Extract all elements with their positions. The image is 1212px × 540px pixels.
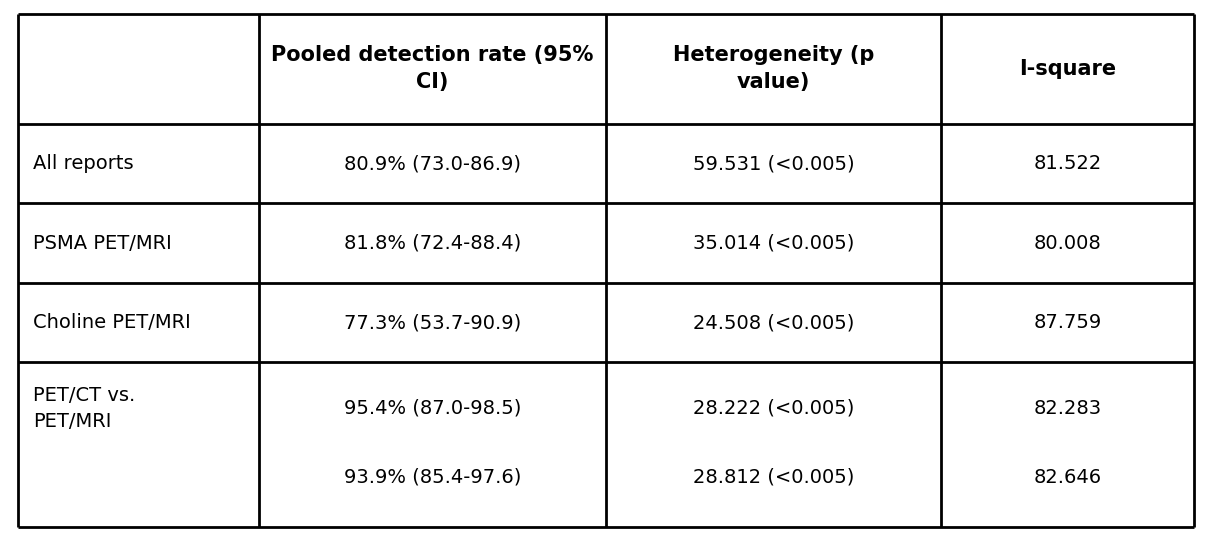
- Text: 82.646: 82.646: [1034, 468, 1102, 487]
- Text: 80.9% (73.0-86.9): 80.9% (73.0-86.9): [344, 154, 521, 173]
- Text: 81.8% (72.4-88.4): 81.8% (72.4-88.4): [344, 234, 521, 253]
- Text: I-square: I-square: [1019, 59, 1116, 79]
- Text: 87.759: 87.759: [1034, 313, 1102, 332]
- Text: Heterogeneity (p
value): Heterogeneity (p value): [673, 45, 874, 92]
- Text: PET/CT vs.
PET/MRI: PET/CT vs. PET/MRI: [33, 386, 135, 431]
- Text: 82.283: 82.283: [1034, 399, 1102, 418]
- Text: Pooled detection rate (95%
CI): Pooled detection rate (95% CI): [271, 45, 594, 92]
- Text: 28.812 (<0.005): 28.812 (<0.005): [693, 468, 854, 487]
- Text: 95.4% (87.0-98.5): 95.4% (87.0-98.5): [344, 399, 521, 418]
- Text: 77.3% (53.7-90.9): 77.3% (53.7-90.9): [344, 313, 521, 332]
- Text: 81.522: 81.522: [1034, 154, 1102, 173]
- Text: 35.014 (<0.005): 35.014 (<0.005): [693, 234, 854, 253]
- Text: 93.9% (85.4-97.6): 93.9% (85.4-97.6): [344, 468, 521, 487]
- Text: 59.531 (<0.005): 59.531 (<0.005): [693, 154, 854, 173]
- Text: Choline PET/MRI: Choline PET/MRI: [33, 313, 190, 332]
- Text: All reports: All reports: [33, 154, 133, 173]
- Text: 24.508 (<0.005): 24.508 (<0.005): [693, 313, 854, 332]
- Text: PSMA PET/MRI: PSMA PET/MRI: [33, 234, 171, 253]
- Text: 28.222 (<0.005): 28.222 (<0.005): [693, 399, 854, 418]
- Text: 80.008: 80.008: [1034, 234, 1102, 253]
